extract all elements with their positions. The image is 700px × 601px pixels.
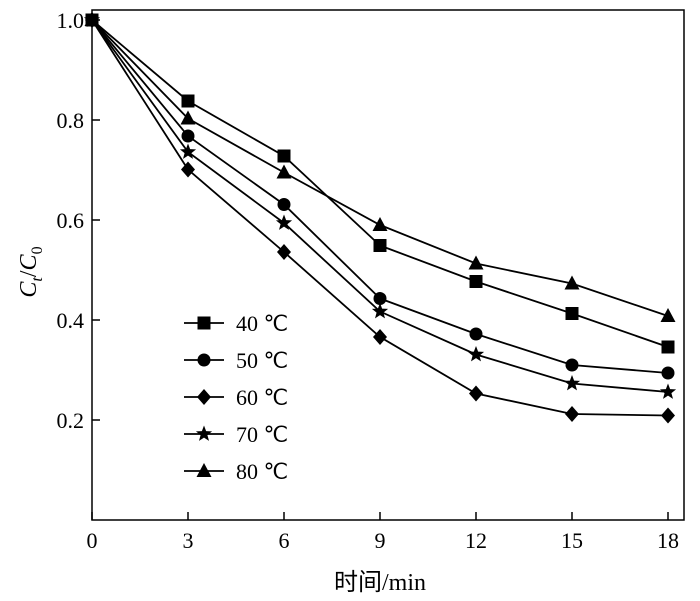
data-point <box>563 375 581 391</box>
plot-frame <box>91 9 685 521</box>
x-tick-label: 3 <box>183 528 194 553</box>
y-label-sub1: t <box>29 277 46 282</box>
legend-marker <box>197 316 211 330</box>
data-point <box>181 129 195 143</box>
data-point <box>277 198 291 211</box>
legend-marker <box>197 389 211 405</box>
data-point <box>373 329 387 345</box>
legend-marker <box>196 463 212 477</box>
legend-label: 80 ℃ <box>236 459 288 484</box>
data-point <box>660 308 676 322</box>
data-point <box>84 12 100 26</box>
legend-item: 70 ℃ <box>184 422 288 447</box>
x-tick-label: 12 <box>465 528 487 553</box>
x-tick-label: 18 <box>657 528 679 553</box>
data-point <box>661 407 675 424</box>
data-point <box>277 149 291 163</box>
legend-label: 50 ℃ <box>236 348 288 373</box>
data-point <box>565 307 579 320</box>
legend-item: 50 ℃ <box>184 348 288 373</box>
legend-label: 60 ℃ <box>236 385 288 410</box>
data-point <box>180 110 196 125</box>
series-1 <box>85 13 675 380</box>
series-line <box>91 19 669 374</box>
data-point <box>277 244 291 260</box>
y-label-slash: / <box>16 270 42 277</box>
series-4 <box>84 12 676 322</box>
x-tick-label: 9 <box>375 528 386 553</box>
data-point <box>371 303 389 319</box>
data-point <box>276 164 292 179</box>
y-tick-label: 0.8 <box>57 108 85 133</box>
y-tick-label: 0.6 <box>57 208 85 233</box>
x-tick-label: 15 <box>561 528 583 553</box>
y-label-sub2: 0 <box>29 246 46 254</box>
data-point <box>181 94 195 108</box>
y-label-main: C <box>16 281 42 298</box>
legend-label: 40 ℃ <box>236 311 288 336</box>
series-line <box>91 19 669 317</box>
data-point <box>565 358 579 372</box>
data-point <box>179 143 197 159</box>
data-point <box>565 406 579 422</box>
data-point <box>181 161 195 178</box>
data-point <box>372 217 388 231</box>
y-tick-label: 0.2 <box>57 408 85 433</box>
series-layer <box>83 11 677 424</box>
x-tick-label: 0 <box>87 528 98 553</box>
legend-item: 40 ℃ <box>184 311 288 336</box>
data-point <box>564 275 580 290</box>
legend-marker <box>195 425 213 441</box>
data-point <box>469 327 483 341</box>
data-point <box>661 366 675 380</box>
legend-item: 60 ℃ <box>184 385 288 410</box>
data-point <box>661 340 675 354</box>
data-point <box>467 346 485 362</box>
legend-marker <box>197 353 211 367</box>
y-label-main2: C <box>16 253 42 270</box>
data-point <box>373 292 387 305</box>
y-axis-ticks: 0.2 0.4 0.6 0.8 1.0 <box>57 8 100 433</box>
data-point <box>468 255 484 270</box>
x-axis-ticks: 0 3 6 9 12 15 18 <box>87 512 679 553</box>
data-point <box>659 383 677 399</box>
y-axis-label: Ct/C0 <box>16 246 46 297</box>
y-tick-label: 1.0 <box>57 8 85 33</box>
data-point <box>275 214 293 230</box>
plot-border <box>91 9 685 521</box>
data-point <box>373 239 387 252</box>
legend: 40 ℃ 50 ℃ 60 ℃ 70 ℃ 80 ℃ <box>184 311 288 484</box>
x-axis-label: 时间/min <box>334 569 426 596</box>
data-point <box>469 275 483 288</box>
x-tick-label: 6 <box>279 528 290 553</box>
legend-label: 70 ℃ <box>236 422 288 447</box>
y-tick-label: 0.4 <box>57 308 85 333</box>
data-point <box>469 385 483 402</box>
legend-item: 80 ℃ <box>184 459 288 484</box>
